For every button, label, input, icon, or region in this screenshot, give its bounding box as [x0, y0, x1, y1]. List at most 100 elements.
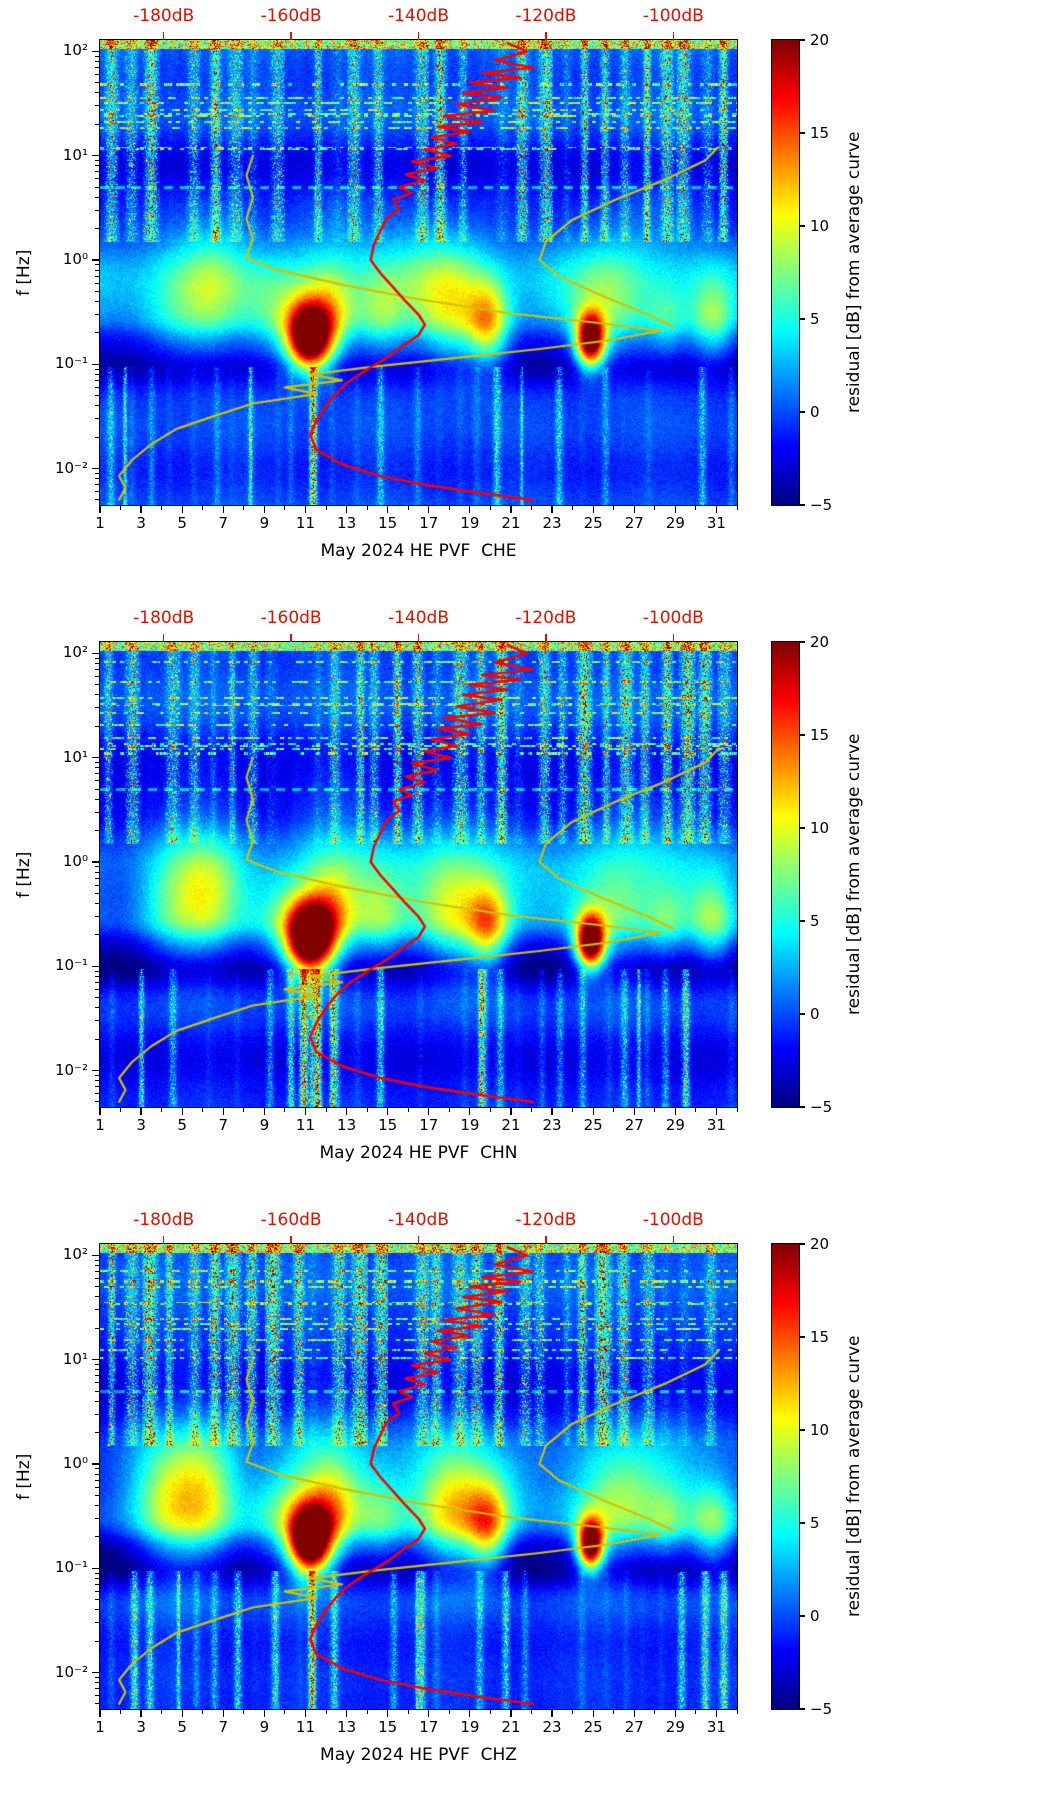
- y-tick-label: 10¹: [62, 145, 88, 164]
- x-tick-label: 3: [136, 1718, 146, 1736]
- x-tick-label: 31: [706, 1116, 726, 1134]
- y-minor-tick: [95, 209, 100, 211]
- top-axis-label: -180dB: [133, 608, 195, 628]
- y-major-tick: [92, 155, 100, 157]
- x-tick-label: 27: [624, 514, 644, 532]
- y-minor-tick: [95, 491, 100, 493]
- y-minor-tick: [95, 1432, 100, 1434]
- x-tick-label: 17: [419, 1116, 439, 1134]
- x-minor-tick: [654, 1709, 656, 1714]
- x-major-tick: [674, 1709, 676, 1717]
- y-tick-label: 10⁻²: [54, 458, 88, 477]
- y-minor-tick: [95, 332, 100, 334]
- colorbar-label: residual [dB] from average curve: [844, 131, 864, 414]
- x-minor-tick: [366, 1709, 368, 1714]
- y-minor-tick: [95, 92, 100, 94]
- colorbar-tick-label: 0: [810, 403, 820, 421]
- x-major-tick: [715, 1107, 718, 1115]
- x-major-tick: [633, 1107, 635, 1115]
- y-minor-tick: [95, 707, 100, 709]
- colorbar-tick-label: 15: [810, 1328, 830, 1346]
- top-axis-label: -180dB: [133, 1210, 195, 1230]
- y-minor-tick: [95, 1363, 100, 1365]
- y-minor-tick: [95, 1494, 100, 1496]
- x-major-tick: [263, 1107, 265, 1115]
- y-minor-tick: [95, 1599, 100, 1601]
- x-axis-label: May 2024 HE PVF CHE: [320, 541, 517, 561]
- colorbar-tick-label: 5: [810, 1514, 820, 1532]
- y-minor-tick: [95, 669, 100, 671]
- y-minor-tick: [95, 1622, 100, 1624]
- y-minor-tick: [95, 1572, 100, 1574]
- y-minor-tick: [95, 1382, 100, 1384]
- y-minor-tick: [95, 1265, 100, 1267]
- x-tick-label: 21: [501, 1116, 521, 1134]
- x-tick-label: 21: [501, 514, 521, 532]
- y-minor-tick: [95, 1286, 100, 1288]
- x-tick-label: 31: [706, 514, 726, 532]
- y-minor-tick: [95, 1390, 100, 1392]
- colorbar-tick-label: 10: [810, 819, 830, 837]
- x-major-tick: [633, 505, 635, 513]
- x-minor-tick: [736, 1709, 738, 1714]
- colorbar-tick-label: 20: [810, 1235, 830, 1253]
- x-major-tick: [263, 1709, 265, 1717]
- y-minor-tick: [95, 773, 100, 775]
- top-axis-label: -160dB: [260, 6, 322, 26]
- x-major-tick: [551, 1709, 553, 1717]
- colorbar-tick: [799, 504, 805, 506]
- colorbar-tick: [799, 1013, 805, 1015]
- colorbar-tick: [799, 411, 805, 413]
- x-tick-label: 5: [177, 1116, 187, 1134]
- y-tick-label: 10⁻¹: [54, 956, 88, 975]
- y-minor-tick: [95, 871, 100, 873]
- y-minor-tick: [95, 1688, 100, 1690]
- y-minor-tick: [95, 379, 100, 381]
- y-minor-tick: [95, 934, 100, 936]
- y-minor-tick: [95, 275, 100, 277]
- colorbar-tick-label: −5: [810, 1700, 833, 1718]
- y-tick-label: 10⁻²: [54, 1662, 88, 1681]
- y-minor-tick: [95, 981, 100, 983]
- x-minor-tick: [531, 1709, 533, 1714]
- x-minor-tick: [325, 505, 327, 510]
- y-minor-tick: [95, 988, 100, 990]
- y-major-tick: [92, 1463, 100, 1465]
- x-major-tick: [592, 1709, 594, 1717]
- y-minor-tick: [95, 767, 100, 769]
- x-major-tick: [469, 505, 471, 513]
- x-minor-tick: [448, 1709, 450, 1714]
- y-minor-tick: [95, 478, 100, 480]
- colorbar-tick-label: 0: [810, 1607, 820, 1625]
- colorbar-tick-label: 10: [810, 1421, 830, 1439]
- y-axis-label: f [Hz]: [14, 851, 34, 898]
- y-axis-label: f [Hz]: [14, 249, 34, 296]
- colorbar-tick: [799, 1336, 805, 1338]
- x-tick-label: 23: [542, 514, 562, 532]
- y-minor-tick: [95, 159, 100, 161]
- x-tick-label: 1: [95, 1718, 105, 1736]
- y-minor-tick: [95, 970, 100, 972]
- x-minor-tick: [202, 1107, 204, 1112]
- colorbar-tick: [799, 641, 805, 643]
- x-minor-tick: [407, 1709, 409, 1714]
- y-minor-tick: [95, 1640, 100, 1642]
- y-minor-tick: [95, 82, 100, 84]
- colorbar-tick: [799, 827, 805, 829]
- y-minor-tick: [95, 1327, 100, 1329]
- y-minor-tick: [95, 418, 100, 420]
- y-minor-tick: [95, 264, 100, 266]
- y-minor-tick: [95, 1093, 100, 1095]
- y-minor-tick: [95, 1695, 100, 1697]
- y-minor-tick: [95, 884, 100, 886]
- x-minor-tick: [489, 1107, 491, 1112]
- x-tick-label: 27: [624, 1718, 644, 1736]
- colorbar-tick: [799, 225, 805, 227]
- y-tick-label: 10⁻¹: [54, 354, 88, 373]
- x-minor-tick: [120, 505, 122, 510]
- x-major-tick: [263, 505, 265, 513]
- colorbar-tick: [799, 318, 805, 320]
- y-minor-tick: [95, 165, 100, 167]
- y-major-tick: [92, 861, 100, 863]
